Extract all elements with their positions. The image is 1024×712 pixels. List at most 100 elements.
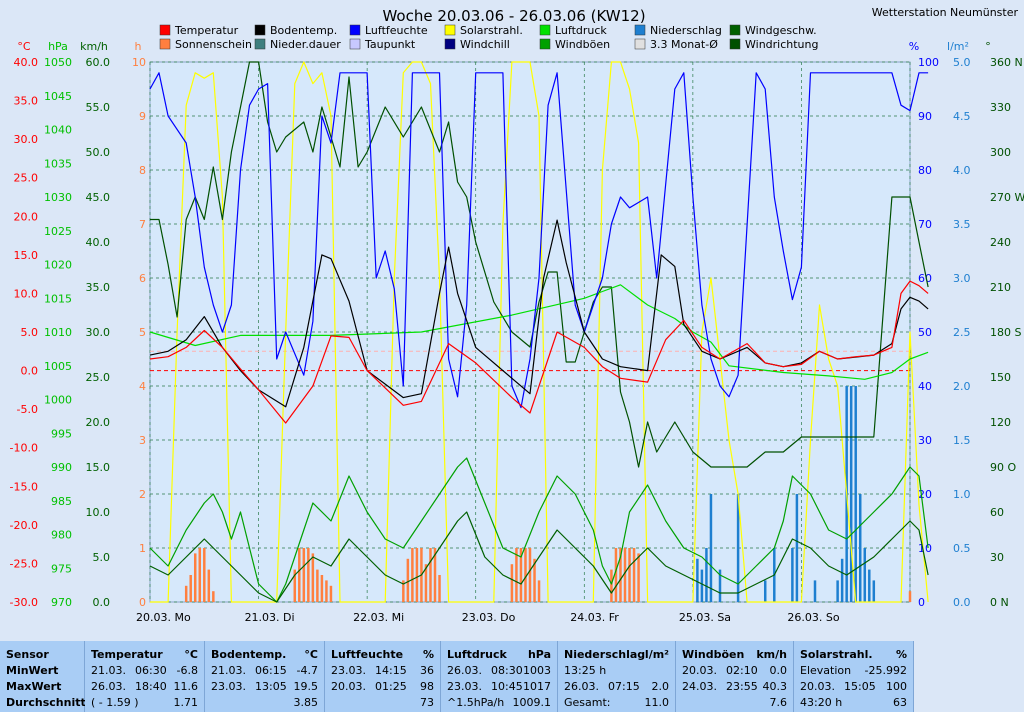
axis-tick: -30.0 bbox=[10, 596, 38, 609]
axis-tick: 55.0 bbox=[86, 101, 111, 114]
legend-label: Taupunkt bbox=[364, 38, 416, 51]
bar bbox=[510, 564, 514, 602]
table-unit: °C bbox=[184, 648, 198, 661]
bar bbox=[700, 569, 704, 602]
axis-tick: 330 bbox=[990, 101, 1011, 114]
axis-tick: 970 bbox=[51, 596, 72, 609]
table-cell: 1009.1 bbox=[512, 696, 552, 709]
table-cell: ^1.5hPa/h bbox=[447, 696, 505, 709]
table-header: Niederschlag bbox=[564, 648, 646, 661]
axis-tick: 6 bbox=[139, 272, 146, 285]
bar bbox=[438, 575, 441, 602]
legend-label: Windchill bbox=[460, 38, 510, 51]
bar bbox=[705, 548, 708, 602]
legend-swatch bbox=[444, 24, 456, 36]
axes: 40.035.030.025.020.015.010.05.00.0-5.0-1… bbox=[10, 40, 1024, 624]
bar bbox=[411, 548, 414, 602]
legend-swatch bbox=[349, 24, 361, 36]
table-cell: 15:05 bbox=[844, 680, 876, 693]
table-cell: 23.03. bbox=[211, 680, 246, 693]
axis-tick: 30 bbox=[918, 434, 932, 447]
table-block: Luftdruck hPa 26.03. 08:30 1003 23.03. 10:45 10… bbox=[441, 641, 558, 712]
bar bbox=[696, 558, 699, 602]
bar bbox=[433, 548, 437, 602]
axis-tick: 3.5 bbox=[953, 218, 971, 231]
table-cell: MaxWert bbox=[6, 680, 62, 693]
table-cell: 63 bbox=[893, 696, 907, 709]
table-cell: 1.71 bbox=[173, 696, 199, 709]
bar bbox=[307, 548, 310, 602]
axis-tick: 100 bbox=[918, 56, 939, 69]
bar bbox=[791, 548, 794, 602]
table-cell: 1003 bbox=[523, 664, 551, 677]
bar bbox=[623, 548, 627, 602]
table-block: Temperatur °C 21.03. 06:30 -6.8 26.03. 18:40 11… bbox=[85, 641, 205, 712]
axis-tick: 4.5 bbox=[953, 110, 971, 123]
table-cell: MinWert bbox=[6, 664, 59, 677]
table-cell: 26.03. bbox=[564, 680, 599, 693]
axis-tick: 240 bbox=[990, 236, 1011, 249]
legend-swatch bbox=[539, 24, 551, 36]
bar bbox=[628, 548, 631, 602]
axis-tick: 30.0 bbox=[14, 133, 39, 146]
bar bbox=[908, 591, 912, 602]
table-block: Bodentemp. °C 21.03. 06:15 -4.7 23.03. 13:05 19… bbox=[205, 641, 325, 712]
series-line bbox=[150, 61, 929, 603]
table-cell: 20.03. bbox=[331, 680, 366, 693]
axis-tick: 60.0 bbox=[86, 56, 111, 69]
legend-swatch bbox=[159, 38, 171, 50]
legend-label: Windrichtung bbox=[745, 38, 818, 51]
legend-label: Windgeschw. bbox=[745, 24, 817, 37]
bar bbox=[424, 564, 428, 602]
axis-unit: °C bbox=[17, 40, 31, 53]
table-cell: 23.03. bbox=[447, 680, 482, 693]
table-cell: 0.0 bbox=[769, 664, 788, 677]
table-cell: 24.03. bbox=[682, 680, 717, 693]
bar bbox=[537, 580, 541, 602]
axis-tick: 1020 bbox=[44, 259, 72, 272]
axis-tick: 1.5 bbox=[953, 434, 971, 447]
bar bbox=[519, 548, 523, 602]
legend-label: Niederschlag bbox=[650, 24, 722, 37]
axis-tick: 25.0 bbox=[86, 371, 111, 384]
x-axis-label: 22.03. Mi bbox=[353, 611, 404, 624]
legend-swatch bbox=[729, 38, 741, 50]
legend-label: Luftfeuchte bbox=[365, 24, 428, 37]
table-cell: 11.0 bbox=[644, 696, 670, 709]
axis-tick: 1040 bbox=[44, 124, 72, 137]
legend-label: Solarstrahl. bbox=[460, 24, 523, 37]
table-cell: 36 bbox=[420, 664, 434, 677]
axis-tick: 5.0 bbox=[953, 56, 971, 69]
bar bbox=[868, 569, 871, 602]
axis-tick: 40 bbox=[918, 380, 932, 393]
axis-tick: 5.0 bbox=[21, 326, 39, 339]
axis-tick: 45.0 bbox=[86, 191, 111, 204]
axis-tick: 0.5 bbox=[953, 542, 971, 555]
legend-label: Temperatur bbox=[174, 24, 239, 37]
legend-swatch bbox=[539, 38, 551, 50]
legend-label: Luftdruck bbox=[555, 24, 607, 37]
bar bbox=[528, 548, 532, 602]
bar bbox=[637, 553, 640, 602]
bar bbox=[872, 580, 876, 602]
axis-tick: 40.0 bbox=[86, 236, 111, 249]
table-cell: 19.5 bbox=[293, 680, 319, 693]
bar bbox=[849, 386, 853, 602]
legend-label: Sonnenschein bbox=[175, 38, 252, 51]
table-header: Windböen bbox=[682, 648, 745, 661]
axis-tick: -25.0 bbox=[10, 557, 38, 570]
axis-tick: 3.0 bbox=[953, 272, 971, 285]
table-cell: -6.8 bbox=[176, 664, 198, 677]
table-cell: 21.03. bbox=[91, 664, 126, 677]
table-cell: 26.03. bbox=[91, 680, 126, 693]
table-cell: -25.992 bbox=[864, 664, 907, 677]
table-cell: 20.03. bbox=[682, 664, 717, 677]
legend-swatch bbox=[729, 24, 741, 36]
table-cell: 06:15 bbox=[255, 664, 287, 677]
series-line bbox=[149, 284, 929, 380]
table-cell: 13:05 bbox=[255, 680, 287, 693]
table-block: Luftfeuchte% 23.03. 14:15 36 20.03. 01:25 98 73 bbox=[325, 641, 441, 712]
line-series bbox=[149, 61, 929, 603]
legend-swatch bbox=[634, 38, 646, 50]
axis-tick: 10.0 bbox=[14, 287, 39, 300]
